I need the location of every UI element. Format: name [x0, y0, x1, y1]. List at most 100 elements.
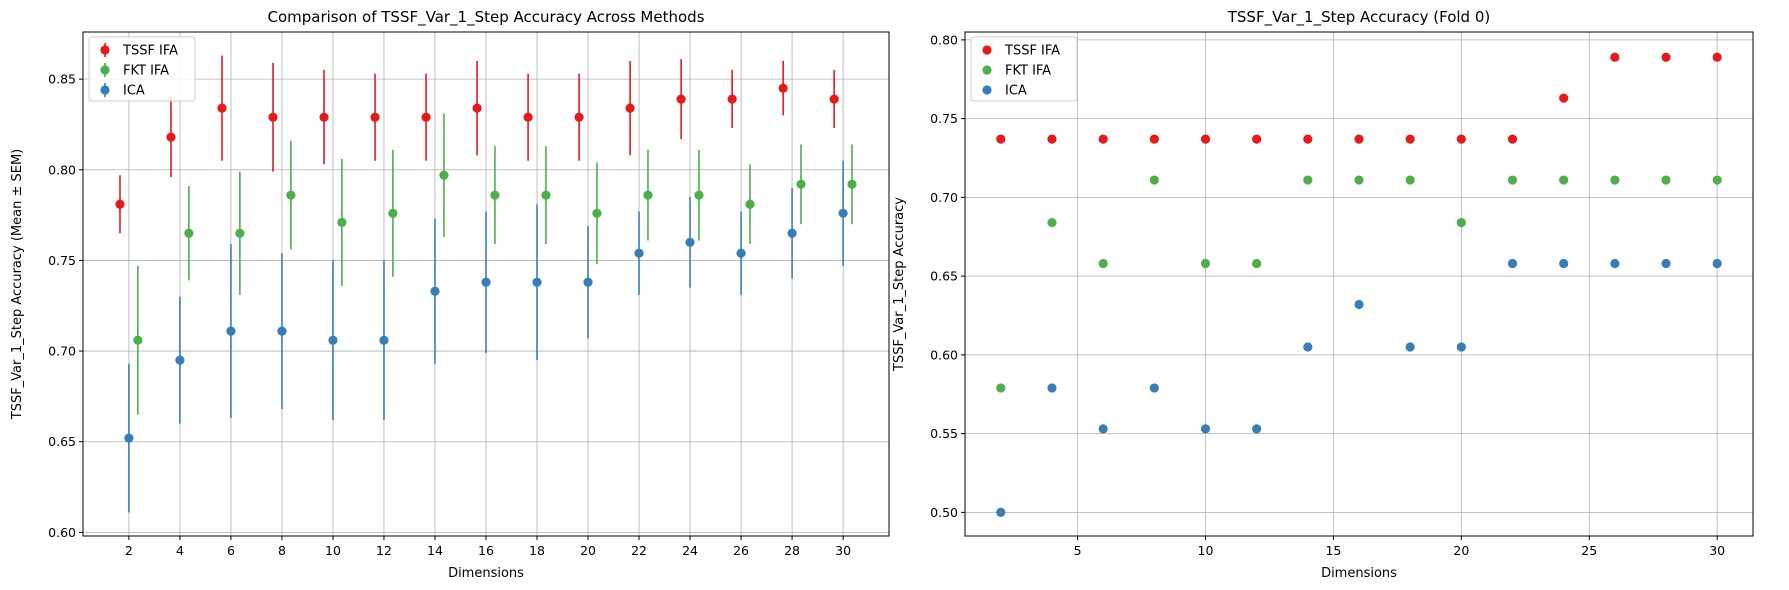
data-point — [996, 507, 1006, 517]
data-point — [574, 112, 584, 122]
legend-label: TSSF IFA — [1004, 44, 1060, 59]
data-point — [1559, 175, 1569, 185]
data-point — [1456, 134, 1466, 144]
data-point — [379, 335, 389, 345]
data-point — [1456, 217, 1466, 228]
legend-label: ICA — [123, 84, 145, 99]
data-point — [778, 83, 788, 93]
data-point — [1507, 134, 1518, 144]
data-point — [481, 277, 491, 287]
x-tick-label: 10 — [325, 543, 341, 558]
x-tick-label: 30 — [835, 543, 851, 558]
legend-marker — [100, 65, 110, 75]
data-point — [277, 326, 287, 336]
series-fkt-ifa — [133, 113, 857, 415]
legend-marker — [982, 45, 992, 55]
x-tick-label: 10 — [1198, 543, 1214, 558]
legend-marker — [982, 85, 992, 95]
data-point — [1047, 217, 1057, 228]
data-point — [166, 132, 176, 142]
data-point — [1712, 175, 1722, 185]
data-point — [1098, 258, 1108, 269]
data-point — [1047, 134, 1057, 144]
data-point — [1098, 134, 1108, 144]
data-point — [1354, 299, 1364, 310]
data-point — [1149, 383, 1159, 393]
data-point — [1456, 342, 1466, 352]
y-tick-label: 0.70 — [48, 344, 76, 359]
data-point — [1303, 134, 1313, 144]
series-tssf-ifa — [996, 52, 1722, 144]
x-tick-label: 5 — [1074, 543, 1082, 558]
x-tick-label: 14 — [427, 543, 443, 558]
y-tick-label: 0.75 — [48, 253, 76, 268]
data-point — [592, 208, 602, 218]
data-point — [1252, 134, 1262, 144]
x-tick-label: 20 — [580, 543, 596, 558]
data-point — [490, 190, 500, 200]
data-point — [1661, 258, 1671, 269]
data-point — [1252, 424, 1262, 434]
y-tick-label: 0.55 — [930, 426, 958, 441]
x-tick-label: 28 — [784, 543, 800, 558]
data-point — [1559, 258, 1569, 269]
y-tick-label: 0.80 — [930, 32, 958, 47]
data-point — [838, 208, 848, 218]
data-point — [1507, 258, 1518, 269]
data-point — [1559, 93, 1569, 103]
y-tick-label: 0.70 — [930, 190, 958, 205]
data-point — [694, 190, 704, 200]
data-point — [1610, 52, 1620, 62]
chart-title: Comparison of TSSF_Var_1_Step Accuracy A… — [267, 8, 704, 27]
data-point — [787, 228, 797, 238]
x-tick-label: 6 — [227, 543, 235, 558]
data-point — [184, 228, 194, 238]
data-point — [430, 286, 440, 296]
x-tick-label: 25 — [1581, 543, 1597, 558]
grid — [965, 32, 1753, 536]
data-point — [421, 112, 431, 122]
data-point — [115, 199, 125, 209]
data-point — [1405, 134, 1415, 144]
chart-mean-accuracy: 2 4 6 8 10 12 14 16 18 20 22 24 26 28 300.600.650.700.… — [10, 8, 890, 581]
data-point — [370, 112, 380, 122]
data-point — [1200, 258, 1211, 269]
data-point — [1712, 258, 1722, 269]
x-tick-label: 4 — [176, 543, 184, 558]
x-tick-label: 30 — [1709, 543, 1725, 558]
y-tick-label: 0.80 — [48, 162, 76, 177]
y-tick-label: 0.65 — [48, 434, 76, 449]
x-tick-label: 2 — [125, 543, 133, 558]
data-point — [532, 277, 542, 287]
data-point — [337, 217, 347, 227]
y-axis-label: TSSF_Var_1_Step Accuracy (Mean ± SEM) — [10, 149, 25, 421]
legend-label: FKT IFA — [123, 64, 169, 79]
data-point — [1661, 175, 1671, 185]
legend-label: TSSF IFA — [122, 44, 178, 59]
data-point — [328, 335, 338, 345]
data-point — [1405, 175, 1415, 185]
data-point — [583, 277, 593, 287]
data-point — [625, 103, 635, 113]
data-point — [226, 326, 236, 336]
data-point — [235, 228, 245, 238]
x-axis-label: Dimensions — [1321, 566, 1397, 581]
data-point — [217, 103, 227, 113]
data-point — [1200, 134, 1211, 144]
data-point — [829, 94, 839, 104]
legend-box — [970, 36, 1078, 102]
data-point — [1354, 134, 1364, 144]
series-ica — [124, 160, 848, 513]
data-point — [1200, 424, 1211, 434]
x-tick-label: 22 — [631, 543, 647, 558]
legend: TSSF IFA FKT IFA ICA — [970, 36, 1078, 102]
data-point — [685, 237, 695, 247]
x-tick-label: 24 — [682, 543, 698, 558]
x-tick-label: 15 — [1325, 543, 1341, 558]
x-axis-label: Dimensions — [448, 566, 524, 581]
y-axis-label: TSSF_Var_1_Step Accuracy — [892, 197, 907, 372]
data-point — [286, 190, 296, 200]
data-point — [643, 190, 653, 200]
data-point — [1661, 52, 1671, 62]
